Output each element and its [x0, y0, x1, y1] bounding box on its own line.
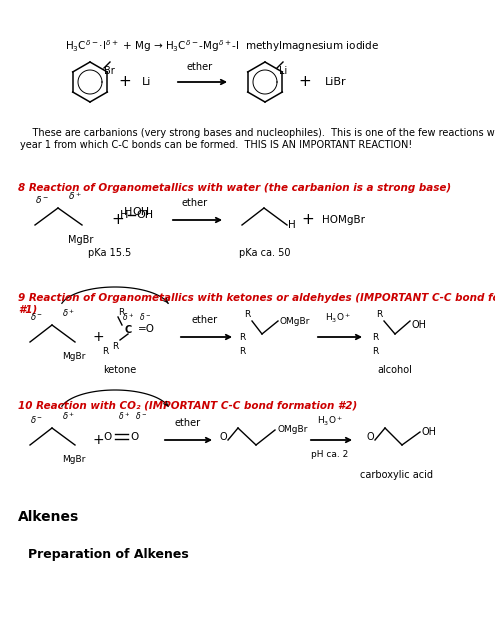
Text: +: + — [301, 212, 314, 227]
Text: +: + — [119, 74, 131, 90]
Text: O: O — [130, 432, 138, 442]
Text: OMgBr: OMgBr — [280, 317, 310, 326]
Text: $\delta^-$: $\delta^-$ — [30, 414, 44, 425]
Text: H: H — [124, 207, 132, 217]
Text: O: O — [366, 432, 374, 442]
Text: +: + — [298, 74, 311, 90]
Text: 10 Reaction with CO₂ (IMPORTANT C-C bond formation #2): 10 Reaction with CO₂ (IMPORTANT C-C bond… — [18, 400, 357, 410]
Text: H: H — [120, 210, 128, 220]
Text: OH: OH — [422, 427, 437, 437]
Text: $\delta^+$: $\delta^+$ — [62, 307, 75, 319]
Text: 9 Reaction of Organometallics with ketones or aldehydes (IMPORTANT C-C bond form: 9 Reaction of Organometallics with keton… — [18, 293, 495, 315]
Text: $\bf{C}$: $\bf{C}$ — [124, 323, 132, 335]
Text: H$_3$O$^+$: H$_3$O$^+$ — [325, 312, 351, 325]
Text: R: R — [372, 346, 378, 355]
Text: 8 Reaction of Organometallics with water (the carbanion is a strong base): 8 Reaction of Organometallics with water… — [18, 183, 451, 193]
Text: H: H — [288, 220, 296, 230]
Text: OMgBr: OMgBr — [278, 426, 308, 435]
Text: LiBr: LiBr — [325, 77, 346, 87]
Text: R: R — [239, 333, 245, 342]
Text: H$_3$O$^+$: H$_3$O$^+$ — [317, 415, 343, 428]
Text: MgBr: MgBr — [62, 352, 85, 361]
Text: +: + — [92, 330, 104, 344]
Text: R: R — [112, 342, 118, 351]
Text: Alkenes: Alkenes — [18, 510, 79, 524]
Text: Li: Li — [143, 77, 151, 87]
Text: pKa 15.5: pKa 15.5 — [89, 248, 132, 258]
Text: R: R — [372, 333, 378, 342]
Text: HOMgBr: HOMgBr — [322, 215, 365, 225]
Text: alcohol: alcohol — [378, 365, 412, 375]
Text: carboxylic acid: carboxylic acid — [360, 470, 434, 480]
Text: +: + — [112, 212, 124, 227]
Text: ether: ether — [175, 418, 201, 428]
Text: OH: OH — [412, 320, 427, 330]
Text: ether: ether — [187, 62, 213, 72]
Text: $\delta^+$: $\delta^+$ — [62, 410, 75, 422]
Text: $\delta^+$  $\delta^-$: $\delta^+$ $\delta^-$ — [118, 410, 148, 422]
Text: These are carbanions (very strong bases and nucleophiles).  This is one of the f: These are carbanions (very strong bases … — [20, 128, 495, 150]
Text: R: R — [118, 308, 124, 317]
Text: MgBr: MgBr — [68, 235, 94, 245]
Text: ether: ether — [192, 315, 218, 325]
Text: Br: Br — [104, 66, 115, 76]
Text: R: R — [102, 347, 108, 356]
Text: Li: Li — [279, 66, 287, 76]
Text: $\delta^+$: $\delta^+$ — [68, 190, 82, 202]
Text: +: + — [92, 433, 104, 447]
Text: =O: =O — [138, 324, 155, 334]
Text: O: O — [104, 432, 112, 442]
Text: $\delta^+$  $\delta^-$: $\delta^+$ $\delta^-$ — [122, 311, 151, 323]
Text: pKa ca. 50: pKa ca. 50 — [239, 248, 291, 258]
Text: pH ca. 2: pH ca. 2 — [311, 450, 348, 459]
Text: H$_3$C$^{\delta-}$·I$^{\delta+}$ + Mg → H$_3$C$^{\delta-}$-Mg$^{\delta+}$-I  met: H$_3$C$^{\delta-}$·I$^{\delta+}$ + Mg → … — [65, 38, 379, 54]
Text: OH: OH — [136, 210, 153, 220]
Text: $\delta^-$: $\delta^-$ — [35, 194, 49, 205]
Text: $\delta^-$: $\delta^-$ — [30, 311, 44, 322]
Text: R: R — [244, 310, 250, 319]
Text: O: O — [219, 432, 227, 442]
Text: OH: OH — [132, 207, 149, 217]
Text: R: R — [239, 346, 245, 355]
Text: ether: ether — [182, 198, 208, 208]
Text: ketone: ketone — [103, 365, 137, 375]
Text: MgBr: MgBr — [62, 455, 85, 464]
Text: R: R — [376, 310, 382, 319]
Text: Preparation of Alkenes: Preparation of Alkenes — [28, 548, 189, 561]
